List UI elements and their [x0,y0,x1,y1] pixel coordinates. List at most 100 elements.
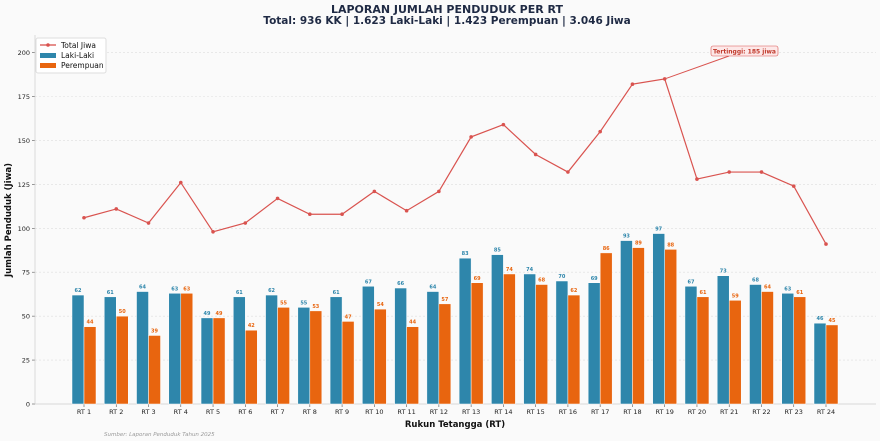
label-perempuan: 47 [345,314,352,320]
point-total-jiwa [791,184,796,188]
bar-perempuan [309,310,323,405]
bar-perempuan [83,326,97,405]
x-tick-label: RT 12 [430,408,448,416]
x-tick-label: RT 10 [365,408,383,416]
label-laki-laki: 61 [107,290,114,296]
point-total-jiwa [824,242,828,246]
label-laki-laki: 73 [720,269,727,275]
bar-laki-laki [781,293,794,405]
bar-laki-laki [104,296,117,405]
bar-perempuan [245,329,258,405]
label-laki-laki: 93 [623,234,630,240]
bar-perempuan [277,307,290,405]
bar-perempuan [374,308,387,405]
label-laki-laki: 85 [494,248,501,254]
label-laki-laki: 55 [300,300,307,306]
legend-label-perempuan: Perempuan [61,61,104,70]
legend-marker-total [46,43,50,47]
point-total-jiwa [82,215,86,220]
bar-perempuan [664,249,677,405]
bar-perempuan [599,252,613,405]
x-tick-label: RT 1 [77,408,91,416]
legend: Total Jiwa Laki-Laki Perempuan [35,37,107,74]
label-laki-laki: 62 [268,288,275,294]
label-perempuan: 86 [603,246,610,252]
bar-laki-laki [168,293,182,405]
x-tick-label: RT 16 [559,408,577,416]
label-laki-laki: 70 [558,274,565,280]
x-tick-label: RT 4 [174,408,188,416]
label-perempuan: 64 [764,285,771,291]
label-perempuan: 74 [506,267,513,273]
label-perempuan: 88 [667,242,674,248]
label-perempuan: 63 [183,286,190,292]
y-tick-label: 125 [18,181,30,189]
y-tick-label: 200 [18,49,30,57]
point-total-jiwa [630,82,635,86]
chart-subtitle: Total: 936 KK | 1.623 Laki-Laki | 1.423 … [263,15,630,27]
bar-laki-laki [749,284,762,405]
x-tick-label: RT 5 [206,408,220,416]
bar-laki-laki [394,287,407,405]
point-total-jiwa [533,152,538,157]
bar-perempuan [438,303,452,405]
label-perempuan: 45 [829,318,836,324]
bar-perempuan [761,291,774,405]
label-laki-laki: 61 [333,290,340,296]
line-total-jiwa [83,78,827,245]
x-tick-label: RT 3 [141,408,155,416]
annotation-arrow [664,55,730,80]
label-perempuan: 44 [87,320,94,326]
x-tick-label: RT 19 [656,408,674,416]
bar-perempuan [793,296,806,405]
label-perempuan: 59 [732,293,739,299]
x-tick-label: RT 6 [238,408,252,416]
bar-laki-laki [71,294,85,405]
x-tick-label: RT 11 [397,408,415,416]
point-total-jiwa [695,177,699,181]
label-perempuan: 49 [216,311,223,317]
label-perempuan: 53 [312,304,319,310]
x-tick-label: RT 7 [270,408,284,416]
legend-swatch-laki [40,53,56,58]
point-total-jiwa [372,189,377,194]
label-perempuan: 61 [699,290,706,296]
label-laki-laki: 74 [526,267,533,273]
label-perempuan: 69 [474,276,481,282]
bar-perempuan [180,293,194,405]
bar-perempuan [696,296,710,405]
y-axis-label: Jumlah Penduduk (Jiwa) [4,163,14,278]
x-tick-label: RT 15 [526,408,544,416]
x-tick-label: RT 17 [591,408,609,416]
point-total-jiwa [598,129,602,134]
bar-laki-laki [684,286,698,405]
label-laki-laki: 64 [139,285,146,291]
label-laki-laki: 68 [752,278,759,284]
bar-perempuan [148,335,161,405]
x-tick-label: RT 21 [720,408,738,416]
label-perempuan: 42 [248,323,255,329]
point-total-jiwa [114,207,119,211]
point-total-jiwa [469,135,473,139]
bar-laki-laki [233,296,246,405]
label-perempuan: 62 [570,288,577,294]
point-total-jiwa [243,221,248,225]
point-total-jiwa [437,189,441,194]
bar-perempuan [341,321,355,405]
x-tick-label: RT 9 [335,408,349,416]
bar-laki-laki [329,296,343,405]
x-axis-label: Rukun Tetangga (RT) [405,420,505,430]
x-tick-label: RT 24 [817,408,835,416]
label-laki-laki: 63 [784,286,791,292]
x-tick-label: RT 18 [623,408,641,416]
label-perempuan: 55 [280,300,287,306]
x-tick-label: RT 8 [303,408,317,416]
bar-laki-laki [652,233,665,405]
legend-swatch-perempuan [40,63,56,68]
point-total-jiwa [759,170,764,174]
bar-laki-laki [620,240,633,405]
label-laki-laki: 69 [591,276,598,282]
label-laki-laki: 63 [171,286,178,292]
x-tick-label: RT 20 [688,408,706,416]
